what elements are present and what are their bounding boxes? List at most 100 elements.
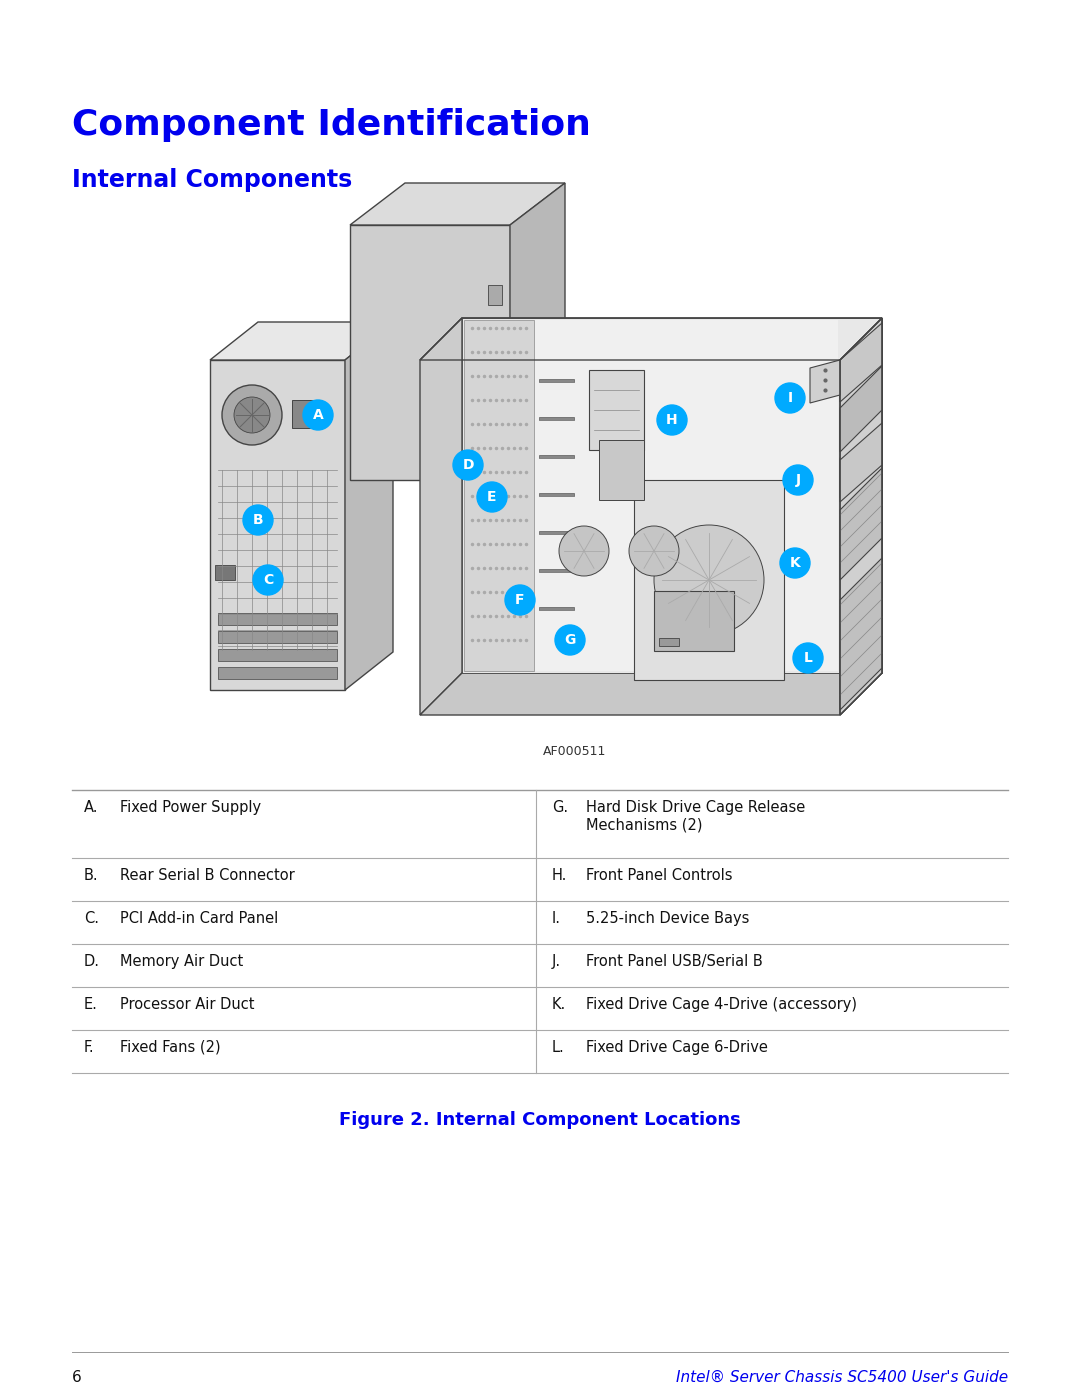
Circle shape — [629, 527, 679, 576]
Bar — [218, 650, 337, 661]
Text: B: B — [253, 513, 264, 527]
Circle shape — [505, 585, 535, 615]
Polygon shape — [840, 416, 882, 497]
Text: F.: F. — [84, 1039, 95, 1055]
Bar — [292, 400, 320, 427]
Bar — [539, 493, 573, 496]
Polygon shape — [420, 673, 882, 715]
Circle shape — [559, 527, 609, 576]
Circle shape — [775, 383, 805, 414]
Polygon shape — [510, 183, 565, 481]
Text: E: E — [487, 490, 497, 504]
Text: D: D — [462, 458, 474, 472]
Bar — [654, 591, 734, 651]
Text: B.: B. — [84, 868, 98, 883]
Bar — [464, 320, 838, 671]
Bar — [539, 608, 573, 610]
Polygon shape — [840, 319, 882, 715]
Bar — [589, 370, 644, 450]
Circle shape — [555, 624, 585, 655]
Polygon shape — [345, 321, 393, 690]
Polygon shape — [210, 321, 393, 360]
Circle shape — [234, 397, 270, 433]
Text: Processor Air Duct: Processor Air Duct — [120, 997, 255, 1011]
Text: F: F — [515, 592, 525, 608]
Text: Rear Serial B Connector: Rear Serial B Connector — [120, 868, 295, 883]
Text: A.: A. — [84, 800, 98, 814]
Text: C: C — [262, 573, 273, 587]
Circle shape — [222, 386, 282, 446]
Text: Fixed Drive Cage 6-Drive: Fixed Drive Cage 6-Drive — [586, 1039, 768, 1055]
Text: Fixed Fans (2): Fixed Fans (2) — [120, 1039, 220, 1055]
Bar — [539, 416, 573, 420]
Circle shape — [780, 548, 810, 578]
Bar — [488, 285, 502, 305]
Text: Internal Components: Internal Components — [72, 168, 352, 191]
Text: H.: H. — [552, 868, 567, 883]
Text: G: G — [565, 633, 576, 647]
Circle shape — [654, 525, 764, 636]
Text: AF000511: AF000511 — [543, 745, 607, 759]
Text: H: H — [666, 414, 678, 427]
Text: J.: J. — [552, 954, 562, 970]
Circle shape — [793, 643, 823, 673]
Polygon shape — [350, 183, 565, 225]
Bar — [539, 569, 573, 571]
Text: L.: L. — [552, 1039, 565, 1055]
Text: L: L — [804, 651, 812, 665]
Bar — [218, 666, 337, 679]
Polygon shape — [210, 360, 345, 690]
Polygon shape — [840, 323, 882, 402]
Bar — [464, 320, 534, 671]
Polygon shape — [840, 557, 882, 710]
Bar — [659, 638, 679, 645]
Text: Component Identification: Component Identification — [72, 108, 591, 142]
Circle shape — [303, 400, 333, 430]
Text: PCI Add-in Card Panel: PCI Add-in Card Panel — [120, 911, 279, 926]
Polygon shape — [840, 423, 882, 502]
Text: 6: 6 — [72, 1370, 82, 1384]
Polygon shape — [840, 366, 882, 453]
Bar — [599, 440, 644, 500]
Polygon shape — [840, 367, 882, 450]
Text: Front Panel Controls: Front Panel Controls — [586, 868, 732, 883]
Polygon shape — [350, 225, 510, 481]
Polygon shape — [840, 468, 882, 580]
Text: I.: I. — [552, 911, 561, 926]
Circle shape — [783, 465, 813, 495]
Text: C.: C. — [84, 911, 99, 926]
Text: G.: G. — [552, 800, 568, 814]
Bar — [634, 481, 784, 680]
Text: Intel® Server Chassis SC5400 User's Guide: Intel® Server Chassis SC5400 User's Guid… — [676, 1370, 1008, 1384]
Text: Figure 2. Internal Component Locations: Figure 2. Internal Component Locations — [339, 1111, 741, 1129]
Text: Front Panel USB/Serial B: Front Panel USB/Serial B — [586, 954, 762, 970]
Polygon shape — [462, 319, 882, 673]
Polygon shape — [420, 319, 462, 715]
Text: K: K — [789, 556, 800, 570]
Text: Fixed Drive Cage 4-Drive (accessory): Fixed Drive Cage 4-Drive (accessory) — [586, 997, 858, 1011]
Text: I: I — [787, 391, 793, 405]
Circle shape — [253, 564, 283, 595]
Bar — [218, 631, 337, 643]
Bar — [539, 531, 573, 534]
Circle shape — [477, 482, 507, 511]
Bar — [215, 564, 235, 580]
Polygon shape — [840, 320, 882, 402]
Bar — [539, 455, 573, 458]
Text: Memory Air Duct: Memory Air Duct — [120, 954, 243, 970]
Text: J: J — [796, 474, 800, 488]
Polygon shape — [420, 319, 882, 360]
Text: D.: D. — [84, 954, 100, 970]
Text: E.: E. — [84, 997, 98, 1011]
Polygon shape — [810, 360, 840, 402]
Circle shape — [657, 405, 687, 434]
Text: Hard Disk Drive Cage Release
Mechanisms (2): Hard Disk Drive Cage Release Mechanisms … — [586, 800, 806, 833]
Circle shape — [243, 504, 273, 535]
Text: K.: K. — [552, 997, 566, 1011]
Text: Fixed Power Supply: Fixed Power Supply — [120, 800, 261, 814]
Bar — [218, 613, 337, 624]
Text: 5.25-inch Device Bays: 5.25-inch Device Bays — [586, 911, 750, 926]
Text: A: A — [312, 408, 323, 422]
Bar — [539, 379, 573, 381]
Circle shape — [453, 450, 483, 481]
